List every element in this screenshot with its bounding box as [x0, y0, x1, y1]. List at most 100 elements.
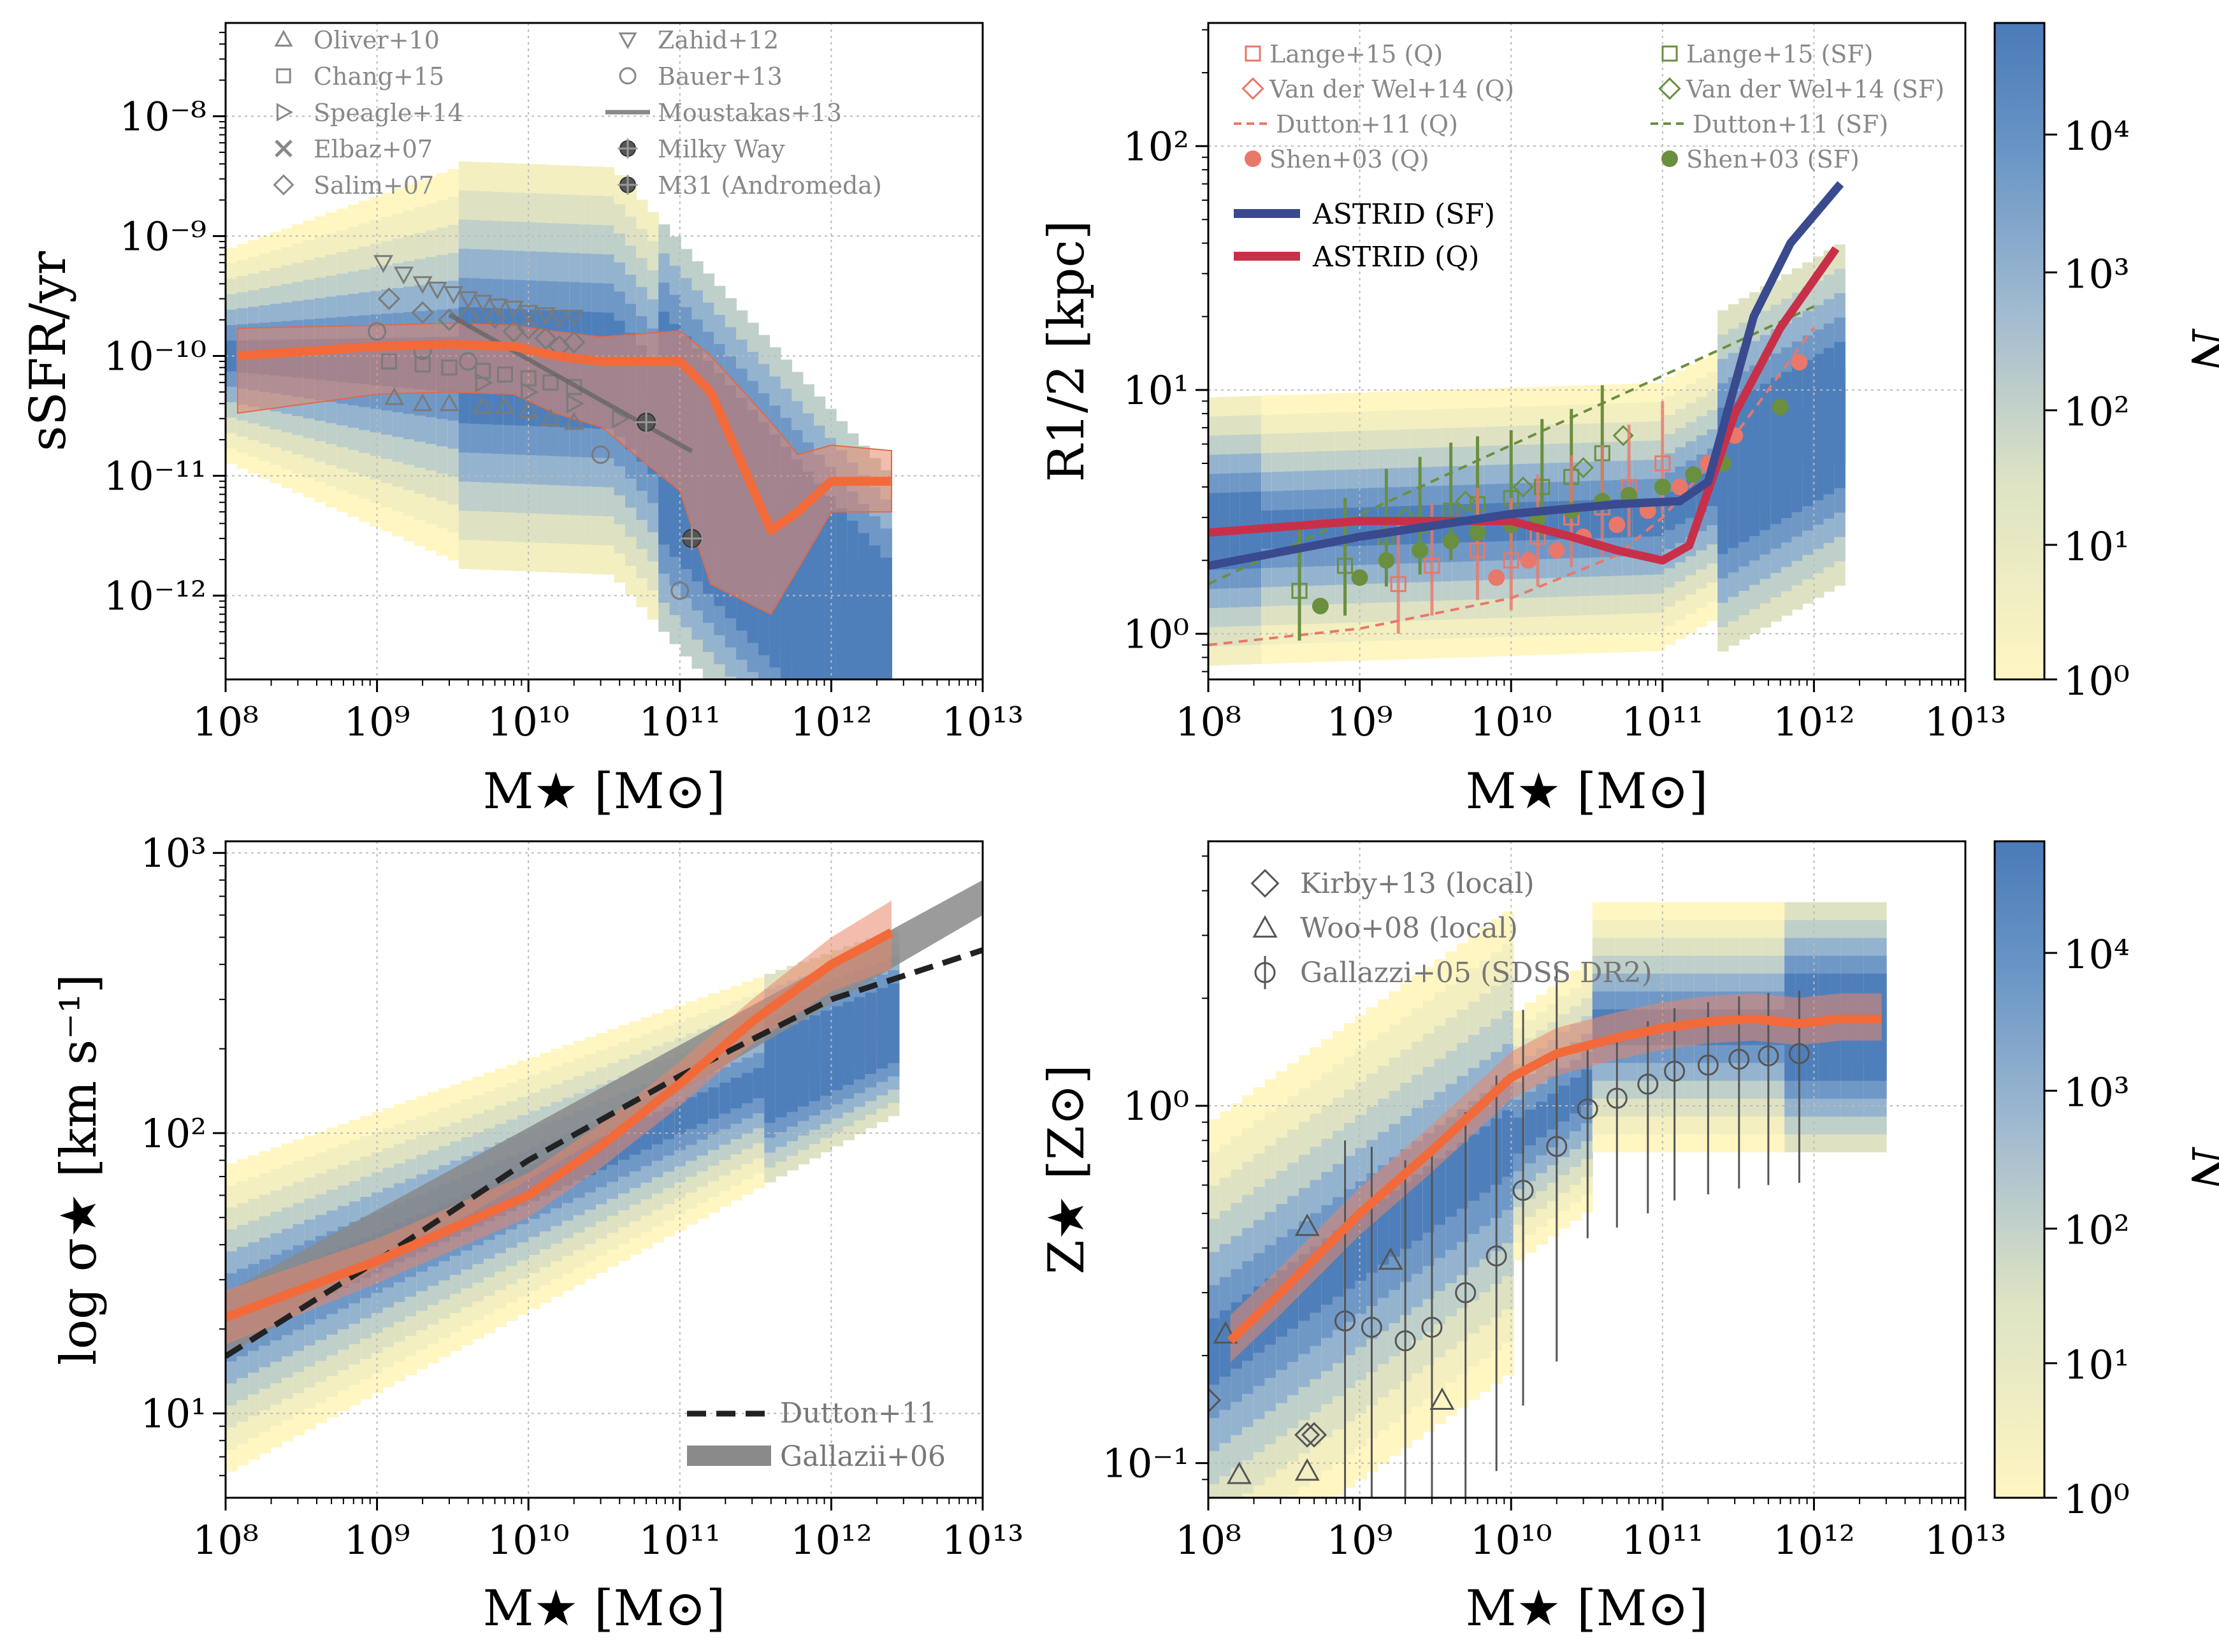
density-cell [876, 1015, 888, 1042]
density-cell [880, 644, 892, 679]
dutton-sf-line [1208, 305, 1815, 586]
density-cell [809, 1043, 821, 1073]
lange-sf-point [1337, 558, 1354, 574]
density-cell [1738, 444, 1750, 493]
colorbar-bottom-label: N [2180, 1147, 2219, 1193]
size-x-tick-label: 10⁸ [1175, 699, 1241, 745]
density-cell [719, 1082, 732, 1114]
metal-x-tick-label: 10⁸ [1175, 1517, 1241, 1563]
density-cell [686, 1097, 698, 1129]
vdw-sf-point [1573, 457, 1594, 479]
lange-q-point [1654, 455, 1671, 472]
gallazzi-point [1421, 1317, 1443, 1338]
ssfr-legend-label: Zahid+12 [658, 26, 779, 54]
gallazzi-point [1728, 1048, 1750, 1070]
ssfr-y-tick-label: 10⁻¹⁰ [104, 333, 206, 379]
ssfr-zahid-12-point [503, 300, 524, 319]
ssfr-x-tick-label: 10¹¹ [639, 699, 721, 745]
ssfr-legend-label: Bauer+13 [658, 62, 783, 91]
density-cell [697, 1092, 709, 1124]
colorbar-tick-label: 10¹ [2064, 523, 2130, 570]
ssfr-zahid-12-point [564, 309, 584, 328]
size-y-tick-label: 10² [1123, 123, 1189, 170]
ssfr-legend-label: Speagle+14 [314, 99, 463, 127]
gallazzi-point [1664, 1061, 1686, 1082]
metal-legend-label: Kirby+13 (local) [1300, 867, 1535, 900]
sigma-y-tick-label: 10¹ [140, 1391, 206, 1437]
density-cell [888, 1010, 900, 1037]
ssfr-ylabel: sSFR/yr [20, 250, 77, 451]
density-cell [802, 558, 814, 618]
ssfr-oliver-10-point [412, 393, 433, 412]
gallazzi-point [1485, 1245, 1507, 1267]
dutton-line [226, 947, 983, 1359]
ssfr-chang-15-point [414, 356, 431, 373]
ssfr-zahid-12-point [549, 309, 570, 328]
density-cell [1400, 1182, 1412, 1249]
metal-astrid-median-line [1227, 1014, 1882, 1344]
density-cell [1479, 1126, 1492, 1193]
lange-q-point [1424, 558, 1440, 574]
density-cell [1558, 1085, 1571, 1122]
gallazzi-point [1637, 1073, 1659, 1095]
shen-sf-point [1312, 597, 1329, 614]
ssfr-legend-label: Milky Way [658, 135, 785, 163]
ssfr-oliver-10-point [495, 396, 515, 414]
sigma-x-tick-label: 10¹² [790, 1517, 872, 1563]
shen-q-point [1791, 354, 1808, 371]
ssfr-speagle-14-point [475, 372, 493, 393]
density-cell [742, 1073, 754, 1104]
ssfr-x-tick-label: 10⁸ [192, 699, 259, 745]
lange-sf-point [1291, 583, 1308, 599]
ssfr-salim-07-point [483, 306, 507, 329]
ssfr-chang-15-point [380, 353, 397, 370]
legend-marker [619, 67, 637, 85]
size-legend-label: Shen+03 (Q) [1269, 145, 1429, 173]
size-x-tick-label: 10⁹ [1327, 699, 1393, 745]
gallazzi-point [1512, 1180, 1534, 1201]
metallicity-xlabel: M★ [M⊙] [1466, 1580, 1709, 1637]
sigma-astrid-median-line [226, 928, 894, 1322]
density-cell [842, 1029, 855, 1057]
gallazzi-point [1788, 1043, 1810, 1064]
sigma-legend-label: Dutton+11 [780, 1397, 937, 1430]
metal-x-tick-label: 10¹² [1773, 1517, 1855, 1563]
density-cell [730, 1078, 742, 1109]
ssfr-salim-07-point [411, 301, 434, 324]
ssfr-oliver-10-point [473, 396, 493, 414]
legend-marker [1658, 77, 1681, 100]
colorbar-tick-label: 10² [2064, 389, 2130, 435]
legend-marker [1250, 869, 1280, 898]
colorbar-tick-label: 10⁴ [2064, 931, 2130, 978]
density-cell [798, 1048, 810, 1078]
metal-x-tick-label: 10⁹ [1327, 1517, 1393, 1563]
ssfr-bauer-13-point [670, 581, 690, 600]
density-cell [674, 1101, 686, 1134]
colorbar-tick-label: 10³ [2064, 1069, 2130, 1115]
colorbar-tick-label: 10⁰ [2064, 1476, 2130, 1523]
sigma-x-tick-label: 10¹⁰ [488, 1517, 570, 1563]
sigma-panel: 10⁸ 10⁹ 10¹⁰ 10¹¹ 10¹² 10¹³ 10³ 10² 10¹ log σ★ [… [50, 830, 1023, 1637]
sigma-x-tick-label: 10⁸ [192, 1517, 259, 1563]
ssfr-astrid-median-line [237, 340, 892, 535]
ssfr-salim-07-point [534, 327, 557, 350]
metal-x-tick-label: 10¹⁰ [1470, 1517, 1552, 1563]
size-legend-label: Shen+03 (SF) [1686, 145, 1860, 173]
size-y-tick-label: 10⁰ [1123, 611, 1189, 657]
lange-q-point [1469, 542, 1486, 558]
colorbar-tick-label: 10¹ [2064, 1342, 2130, 1388]
ssfr-legend-label: Moustakas+13 [658, 99, 842, 127]
metal-legend-label: Gallazzi+05 (SDSS DR2) [1300, 957, 1652, 989]
size-x-tick-label: 10¹³ [1925, 699, 2007, 745]
vdw-sf-point [1455, 490, 1477, 512]
legend-marker [274, 29, 293, 47]
ssfr-chang-15-point [441, 359, 458, 376]
shen-q-point [1608, 516, 1626, 533]
sigma-ylabel: log σ★ [km s⁻¹] [50, 974, 108, 1365]
density-cell [1791, 414, 1803, 464]
gallazzi-point [1758, 1045, 1779, 1067]
x-stroke [275, 140, 293, 157]
legend-marker [1661, 45, 1678, 62]
metal-x-tick-label: 10¹³ [1925, 1517, 2007, 1563]
ssfr-x-tick-label: 10¹⁰ [488, 699, 570, 745]
